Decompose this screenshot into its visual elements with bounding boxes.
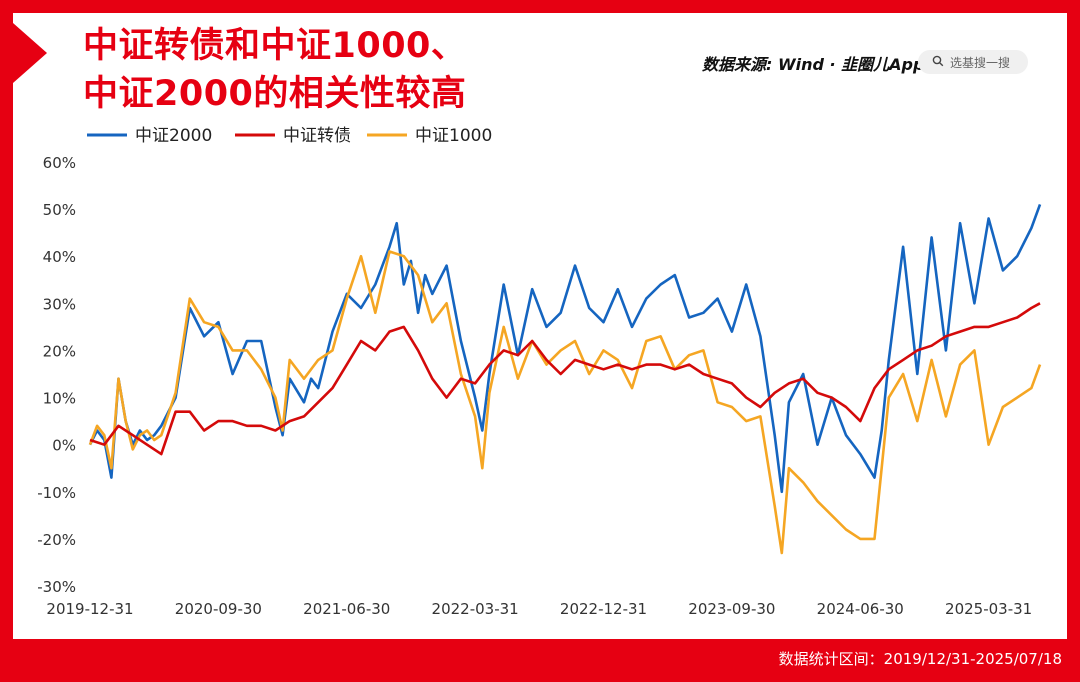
chart-title: 中证转债和中证1000、 中证2000的相关性较高 [83, 22, 466, 118]
data-source-prefix: 数据来源: Wind · [702, 55, 842, 74]
y-tick-label: -20% [37, 531, 76, 549]
brand-logo-text: 韭圈儿App [841, 55, 925, 74]
fund-search-box[interactable]: 选基搜一搜 [918, 50, 1028, 74]
x-tick-label: 2019-12-31 [46, 600, 133, 618]
chart-title-line2: 中证2000的相关性较高 [83, 74, 467, 114]
y-tick-label: 20% [43, 342, 76, 360]
y-axis: -30% -20% -10% 0% 10% 20% 30% 40% 50% 60% [37, 154, 76, 596]
x-tick-label: 2024-06-30 [817, 600, 904, 618]
y-tick-label: -30% [37, 578, 76, 596]
chart-card [13, 13, 1067, 639]
series-line-0 [88, 203, 1042, 494]
x-tick-label: 2021-06-30 [303, 600, 390, 618]
y-tick-label: -10% [37, 484, 76, 502]
chart-legend: 中证2000 中证转债 中证1000 [87, 126, 492, 146]
y-tick-label: 10% [43, 390, 76, 408]
legend-label: 中证1000 [415, 126, 492, 146]
search-placeholder: 选基搜一搜 [950, 55, 1011, 70]
y-tick-label: 50% [43, 201, 76, 219]
y-tick-label: 40% [43, 248, 76, 266]
data-source: 数据来源: Wind · 韭圈儿App [702, 51, 924, 75]
x-tick-label: 2025-03-31 [945, 600, 1032, 618]
series-line-1 [89, 302, 1041, 456]
x-tick-label: 2023-09-30 [688, 600, 775, 618]
date-range-footer: 数据统计区间：2019/12/31-2025/07/18 [778, 650, 1062, 668]
series-line-2 [88, 250, 1042, 555]
chart-title-line1: 中证转债和中证1000、 [83, 26, 467, 66]
x-tick-label: 2022-03-31 [432, 600, 519, 618]
legend-label: 中证2000 [135, 126, 212, 146]
legend-label: 中证转债 [283, 126, 351, 146]
x-tick-label: 2022-12-31 [560, 600, 647, 618]
x-tick-label: 2020-09-30 [175, 600, 262, 618]
x-axis: 2019-12-31 2020-09-30 2021-06-30 2022-03-31… [46, 600, 1032, 618]
series-lines [88, 203, 1042, 555]
y-tick-label: 0% [52, 437, 76, 455]
search-icon [932, 55, 944, 70]
y-tick-label: 60% [43, 154, 76, 172]
corner-triangle-decoration [13, 23, 47, 83]
y-tick-label: 30% [43, 295, 76, 313]
